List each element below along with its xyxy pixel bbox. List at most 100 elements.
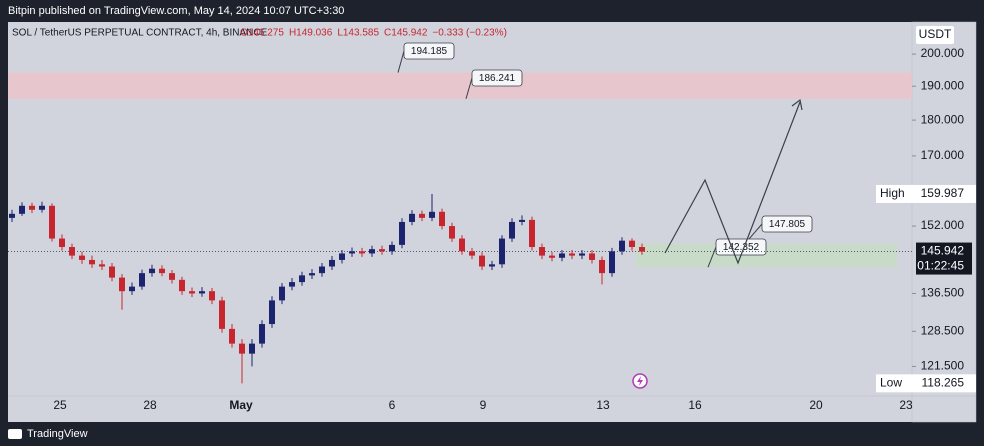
candle-body (59, 238, 65, 248)
candle-body (89, 259, 95, 265)
candle-body (499, 238, 505, 265)
price-axis (911, 21, 977, 423)
candle-body (109, 266, 115, 278)
candle-body (49, 205, 55, 239)
low-caption: Low (880, 376, 902, 390)
callout-box (761, 215, 813, 233)
candle-body (399, 221, 405, 245)
plot: 194.185 186.241 147.805 142.352 (8, 42, 912, 384)
last-price: 145.942 (921, 244, 965, 258)
y-tick-label: 136.500 (921, 286, 965, 300)
price-zone (8, 72, 912, 99)
x-tick-label: 9 (480, 398, 487, 412)
currency-box (916, 26, 954, 44)
candle-body (69, 247, 75, 256)
candle-body (19, 205, 25, 214)
y-tick-label: 128.500 (921, 323, 965, 337)
candle-body (189, 291, 195, 294)
currency: USDT (919, 27, 952, 41)
candle-body (479, 255, 485, 267)
candle-body (259, 324, 265, 344)
callout-line (465, 77, 473, 99)
candle-body (289, 282, 295, 287)
candle-body (329, 259, 335, 267)
publisher: Bitpin published on TradingView.com, May… (8, 5, 344, 17)
candle-body (139, 273, 145, 287)
candle-body (389, 244, 395, 252)
candle-body (569, 253, 575, 256)
callout-label: 142.352 (723, 242, 760, 253)
x-tick-label: May (229, 398, 253, 412)
candle-body (269, 300, 275, 325)
candle-body (489, 264, 495, 267)
candle-body (319, 266, 325, 274)
candle-body (549, 255, 555, 258)
x-tick-label: 16 (688, 398, 702, 412)
high-box (876, 184, 976, 203)
y-tick-label: 200.000 (921, 46, 965, 60)
callout-line (707, 246, 717, 268)
y-tick-label: 180.000 (921, 112, 965, 126)
ohlc-value: O146.275 (240, 28, 284, 39)
candle-body (459, 238, 465, 252)
candle-body (249, 343, 255, 354)
callout-label: 194.185 (411, 46, 448, 57)
event-icon-bolt (637, 376, 643, 386)
callout-label: 186.241 (479, 73, 516, 84)
ohlc-legend: O146.275 H149.036 L143.585 C145.942 −0.333 (… (240, 28, 507, 39)
projection-path (664, 101, 801, 265)
price-zone (636, 243, 897, 268)
y-tick-label: 170.000 (921, 148, 965, 162)
candle-body (339, 253, 345, 260)
candle-body (9, 213, 15, 218)
candle-body (309, 273, 315, 276)
symbol-title: SOL / TetherUS PERPETUAL CONTRACT, 4h, B… (12, 28, 268, 39)
candle-body (379, 249, 385, 252)
ohlc-value: L143.585 (337, 28, 379, 39)
x-tick-label: 23 (899, 398, 913, 412)
callout-line (397, 50, 405, 73)
candle-body (539, 247, 545, 256)
candle-body (209, 291, 215, 301)
candle-body (299, 275, 305, 283)
candle-body (599, 259, 605, 274)
candle-body (149, 268, 155, 274)
high-value: 159.987 (921, 186, 965, 200)
candle-body (169, 273, 175, 280)
candle-body (519, 219, 525, 222)
candle-body (449, 226, 455, 239)
candle-body (579, 253, 585, 256)
candle-body (419, 213, 425, 218)
y-tick-label: 190.000 (921, 78, 965, 92)
candle-body (559, 253, 565, 258)
candle-body (589, 253, 595, 260)
candle-body (79, 255, 85, 260)
y-tick-label: 152.000 (921, 218, 965, 232)
candle-body (609, 251, 615, 274)
brand-logo (8, 429, 22, 439)
low-value: 118.265 (922, 376, 965, 390)
candle-body (219, 300, 225, 329)
y-tick-label: 121.500 (921, 359, 965, 373)
ohlc-value: C145.942 (384, 28, 428, 39)
x-tick-label: 6 (389, 398, 396, 412)
low-box (876, 374, 976, 393)
candle-body (159, 268, 165, 274)
footer (0, 424, 984, 446)
candle-body (639, 247, 645, 252)
callout-box (403, 42, 455, 60)
callout-box (471, 69, 523, 87)
high-caption: High (880, 186, 905, 200)
candle-body (239, 343, 245, 354)
candle-body (629, 240, 635, 248)
projection-arrow (791, 98, 803, 111)
candle-body (429, 211, 435, 218)
x-tick-label: 25 (53, 398, 67, 412)
last-price-box (916, 242, 972, 275)
candle-body (39, 205, 45, 210)
candle-body (29, 205, 35, 210)
candle-body (469, 251, 475, 256)
brand: TradingView (27, 428, 88, 440)
candle-body (369, 249, 375, 254)
